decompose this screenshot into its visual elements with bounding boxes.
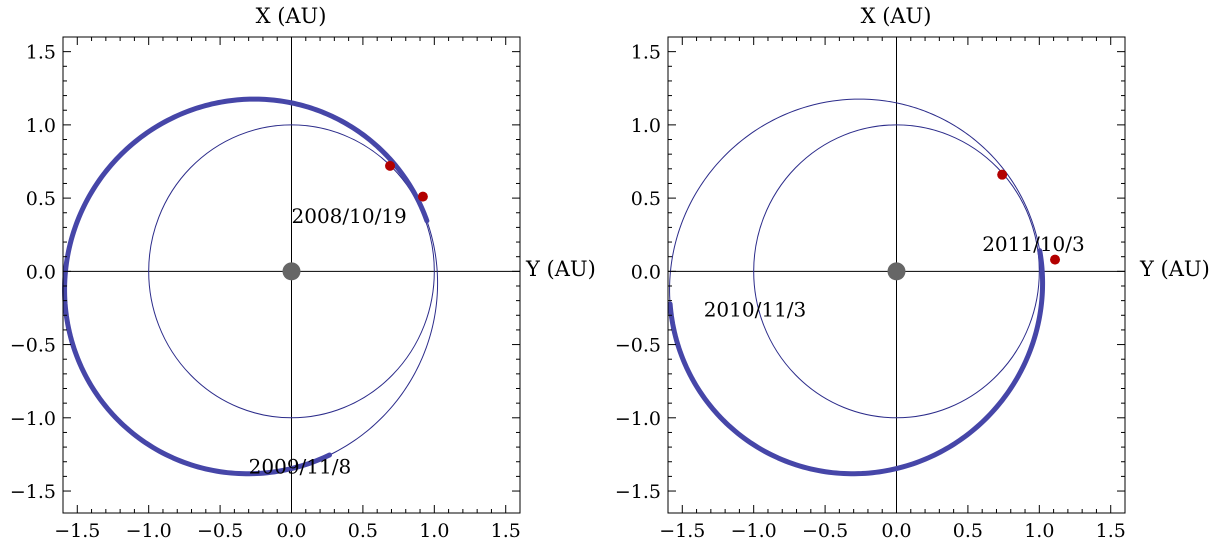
date-annotation: 2010/11/3 (704, 298, 807, 322)
x-tick-label: 1.0 (1024, 520, 1054, 542)
x-tick-label: −1.5 (659, 520, 705, 542)
y-tick-label: 0.5 (631, 188, 661, 210)
y-tick-label: −1.0 (615, 408, 661, 430)
x-tick-label: −1.0 (731, 520, 777, 542)
date-annotation: 2011/10/3 (982, 232, 1085, 256)
x-tick-label: 1.5 (491, 520, 521, 542)
ticks-left: −1.5 −1.5 −1.0 −1.0 −0.5 −0.5 0.0 0.0 0.5 0.5 1.0 1… (10, 37, 521, 542)
planet-marker (997, 169, 1008, 180)
sun-marker (282, 262, 301, 281)
planet-marker (417, 191, 428, 202)
earth-orbit (148, 124, 435, 419)
x-tick-label: 0.0 (881, 520, 911, 542)
x-tick-label: 1.0 (419, 520, 449, 542)
y-axis-title-left: Y (AU) (525, 257, 596, 281)
planet-marker (385, 160, 396, 171)
plot-area-right: 2011/10/3 2010/11/3 (667, 37, 1125, 513)
date-annotation: 2009/11/8 (249, 454, 352, 478)
x-tick-label: 1.5 (1096, 520, 1126, 542)
panel-left: 2008/10/19 2009/11/8 −1.5 −1.5 −1.0 −1.0 −0.5… (10, 4, 596, 542)
y-tick-label: −1.5 (615, 481, 661, 503)
y-tick-label: −0.5 (615, 335, 661, 357)
trajectory-path (667, 248, 1046, 477)
date-annotation: 2008/10/19 (292, 204, 407, 228)
ticks-right: −1.5 −1.5 −1.0 −1.0 −0.5 −0.5 0.0 0.0 0.5 0.5 1.0 1… (615, 37, 1126, 542)
y-tick-label: 0.0 (26, 261, 56, 283)
x-tick-label: 0.0 (276, 520, 306, 542)
planet-marker (1050, 254, 1061, 265)
y-tick-label: −1.0 (10, 408, 56, 430)
x-tick-label: 0.5 (348, 520, 378, 542)
plot-area-left: 2008/10/19 2009/11/8 (62, 37, 520, 513)
x-tick-label: 0.5 (953, 520, 983, 542)
x-tick-label: −1.0 (126, 520, 172, 542)
y-tick-label: 1.5 (631, 42, 661, 64)
y-tick-label: −1.5 (10, 481, 56, 503)
y-tick-label: 1.0 (26, 115, 56, 137)
trajectory-path (62, 96, 430, 477)
y-tick-label: 0.0 (631, 261, 661, 283)
x-tick-label: −0.5 (197, 520, 243, 542)
x-axis-title-left: X (AU) (256, 4, 327, 28)
y-axis-title-right: Y (AU) (1139, 257, 1210, 281)
x-tick-label: −1.5 (54, 520, 100, 542)
earth-orbit (753, 124, 1040, 419)
y-tick-label: 1.0 (631, 115, 661, 137)
x-axis-title-right: X (AU) (861, 4, 932, 28)
x-tick-label: −0.5 (802, 520, 848, 542)
y-tick-label: −0.5 (10, 335, 56, 357)
sun-marker (887, 262, 906, 281)
y-tick-label: 1.5 (26, 42, 56, 64)
y-tick-label: 0.5 (26, 188, 56, 210)
